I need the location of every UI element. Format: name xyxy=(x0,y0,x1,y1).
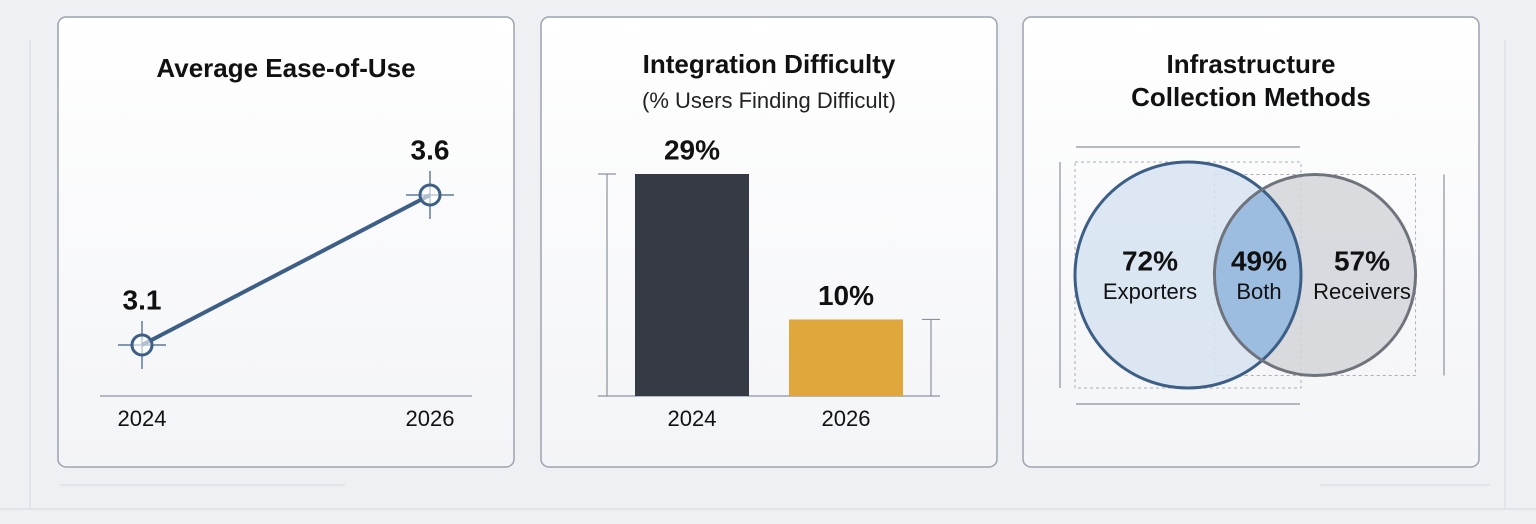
set-outline xyxy=(1073,160,1303,390)
x-tick-label: 2024 xyxy=(118,406,167,431)
set-label: Exporters xyxy=(1103,279,1197,304)
value-label: 10% xyxy=(818,280,874,311)
set-label: Both xyxy=(1236,279,1281,304)
value-label: 3.6 xyxy=(411,134,450,165)
chart-subtitle: (% Users Finding Difficult) xyxy=(642,88,896,113)
chart-title: Infrastructure Collection Methods xyxy=(1131,49,1371,112)
value-label: 3.1 xyxy=(123,284,162,315)
set-outline xyxy=(1212,172,1418,378)
blueprint-lines xyxy=(0,40,1536,510)
chart-title: Average Ease-of-Use xyxy=(156,53,416,83)
x-tick-label: 2026 xyxy=(406,406,455,431)
value-label: 29% xyxy=(664,134,720,165)
point xyxy=(418,183,442,207)
value-label: 57% xyxy=(1334,245,1390,276)
set-label: Receivers xyxy=(1313,279,1411,304)
line xyxy=(141,193,431,347)
panel xyxy=(540,16,998,468)
bar xyxy=(635,174,749,396)
overlap xyxy=(1214,174,1301,376)
point xyxy=(130,333,154,357)
x-tick-label: 2026 xyxy=(822,406,871,431)
x-tick-label: 2024 xyxy=(668,406,717,431)
value-label: 49% xyxy=(1231,245,1287,276)
chart-title: Integration Difficulty xyxy=(642,49,896,79)
value-label: 72% xyxy=(1122,245,1178,276)
bar xyxy=(789,319,903,396)
panel xyxy=(57,16,515,468)
